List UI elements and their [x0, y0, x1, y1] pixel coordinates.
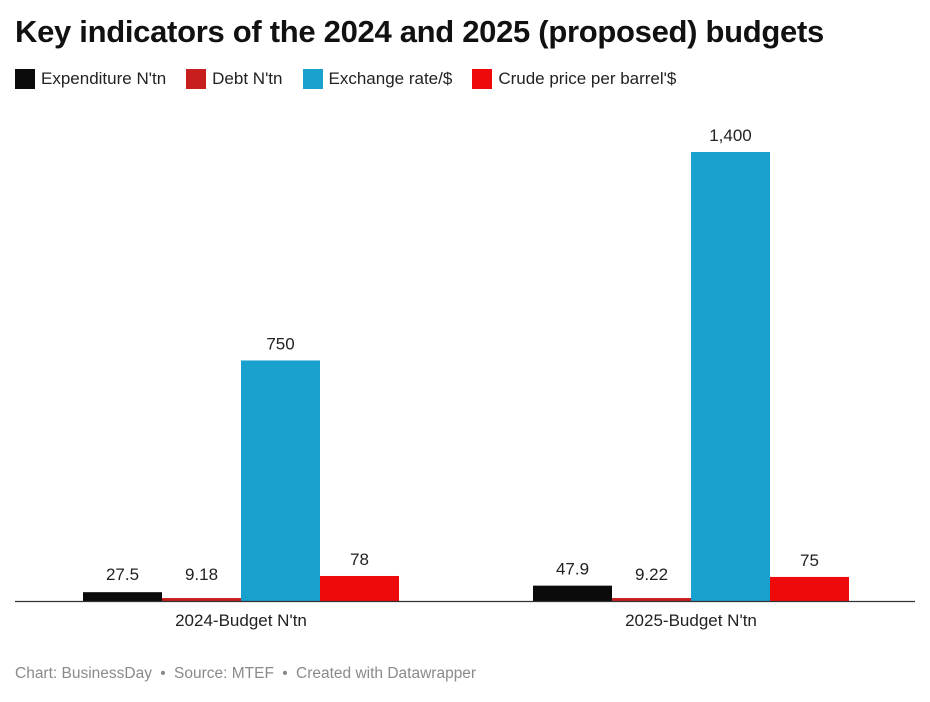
legend-item-crude-price-per-barrel: Crude price per barrel'$	[472, 69, 676, 89]
bar-crude-price-per-barrel-2	[770, 576, 849, 601]
x-tick-label-1: 2024-Budget N'tn	[175, 611, 307, 630]
x-tick-label-2: 2025-Budget N'tn	[625, 611, 757, 630]
data-label-debt-n-tn-1: 9.18	[185, 565, 218, 584]
footer-separator: •	[282, 665, 288, 682]
legend-item-expenditure-n-tn: Expenditure N'tn	[15, 69, 166, 89]
bar-expenditure-n-tn-2	[533, 585, 612, 601]
chart-title: Key indicators of the 2024 and 2025 (pro…	[15, 14, 824, 49]
legend-label: Debt N'tn	[212, 69, 283, 88]
footer-chart-credit: Chart: BusinessDay	[15, 665, 152, 682]
chart-legend: Expenditure N'tn Debt N'tn Exchange rate/$…	[15, 69, 696, 89]
legend-item-debt-n-tn: Debt N'tn	[186, 69, 283, 89]
footer-source: Source: MTEF	[174, 665, 274, 682]
data-label-exchange-rate-2: 1,400	[709, 126, 752, 145]
legend-swatch	[186, 69, 207, 89]
legend-swatch	[472, 69, 493, 89]
legend-label: Expenditure N'tn	[41, 69, 167, 88]
data-label-expenditure-n-tn-1: 27.5	[106, 565, 139, 584]
data-label-expenditure-n-tn-2: 47.9	[556, 560, 589, 579]
bar-expenditure-n-tn-1	[83, 592, 162, 601]
bar-debt-n-tn-1	[162, 598, 241, 601]
bar-crude-price-per-barrel-1	[320, 575, 399, 601]
data-label-crude-price-per-barrel-1: 78	[350, 550, 369, 569]
chart-footer: Chart: BusinessDay • Source: MTEF • Crea…	[15, 665, 476, 683]
bar-exchange-rate-1	[241, 360, 320, 601]
legend-label: Exchange rate/$	[328, 69, 453, 88]
legend-label: Crude price per barrel'$	[498, 69, 677, 88]
data-label-exchange-rate-1: 750	[266, 334, 294, 353]
bar-exchange-rate-2	[691, 152, 770, 601]
legend-swatch	[15, 69, 35, 89]
bar-debt-n-tn-2	[612, 598, 691, 601]
data-label-debt-n-tn-2: 9.22	[635, 565, 668, 584]
footer-created-with: Created with Datawrapper	[296, 665, 477, 682]
data-label-crude-price-per-barrel-2: 75	[800, 551, 819, 570]
footer-separator: •	[160, 665, 166, 682]
legend-item-exchange-rate: Exchange rate/$	[302, 69, 453, 89]
legend-swatch	[302, 69, 323, 89]
